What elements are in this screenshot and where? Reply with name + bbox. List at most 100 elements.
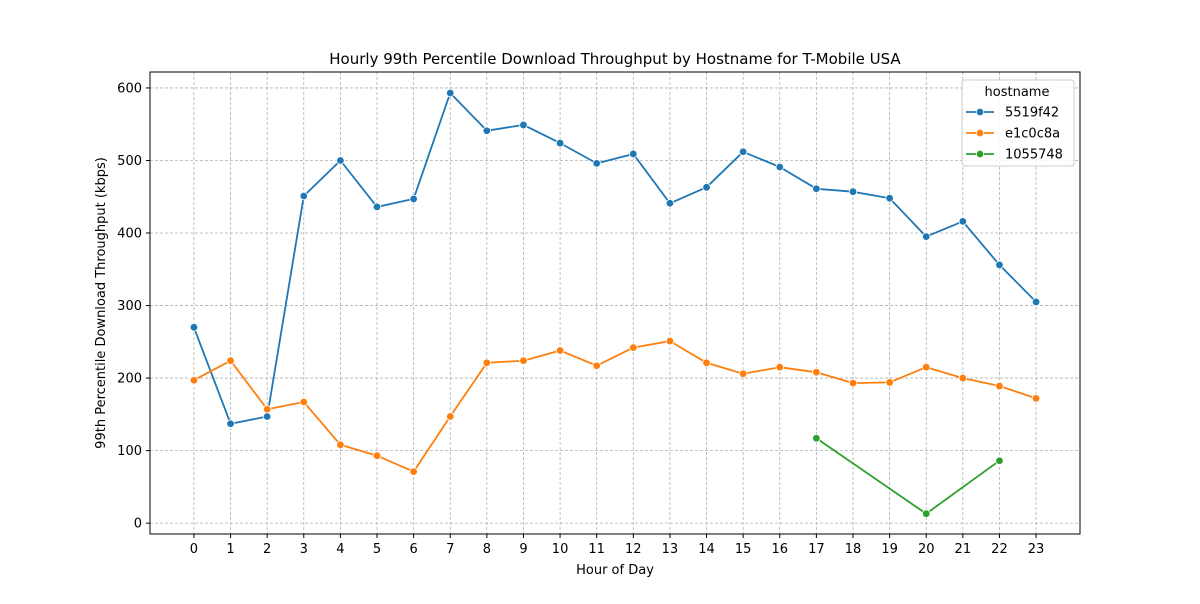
data-point	[372, 451, 382, 460]
x-tick-label: 5	[373, 542, 381, 557]
data-point	[812, 434, 821, 443]
data-point	[1031, 394, 1041, 403]
series-5519f42	[189, 88, 1041, 428]
data-point	[592, 361, 601, 370]
x-axis-ticks: 0 1 2 3 4 5 6 7 8 9 10 11 12 13 14 15 16 17 18 19 20 21 22 23	[190, 534, 1045, 557]
legend: hostname 5519f42 e1c0c8a 1055748	[961, 79, 1075, 167]
x-tick-label: 0	[190, 542, 198, 557]
series-layer	[189, 88, 1041, 518]
x-tick-label: 23	[1028, 542, 1045, 557]
plot-frame	[149, 71, 1081, 535]
y-tick-label: 200	[117, 372, 142, 387]
x-tick-label: 9	[519, 542, 527, 557]
data-point	[519, 120, 528, 130]
data-point	[995, 456, 1004, 465]
y-tick-label: 300	[117, 299, 142, 314]
data-point	[812, 184, 821, 193]
data-point	[775, 162, 784, 172]
y-tick-label: 600	[117, 81, 142, 96]
x-tick-label: 7	[446, 542, 454, 557]
data-point	[592, 159, 601, 168]
legend-entry: 5519f42	[966, 106, 1059, 121]
legend-swatch-marker	[975, 107, 985, 117]
data-point	[738, 147, 748, 156]
legend-swatch-marker	[975, 128, 985, 138]
x-tick-label: 6	[409, 542, 417, 557]
x-tick-label: 15	[735, 542, 752, 557]
x-tick-label: 1	[226, 542, 234, 557]
x-tick-label: 4	[336, 542, 344, 557]
data-point	[189, 376, 199, 385]
data-point	[482, 126, 492, 135]
x-tick-label: 14	[698, 542, 715, 557]
data-point	[555, 138, 565, 148]
x-tick-label: 8	[483, 542, 491, 557]
data-point	[665, 336, 675, 346]
x-tick-label: 12	[625, 542, 642, 557]
x-tick-label: 21	[955, 542, 972, 557]
data-point	[775, 362, 784, 372]
legend-title: hostname	[985, 85, 1050, 100]
data-point	[372, 202, 382, 212]
data-point	[665, 199, 675, 208]
y-axis-ticks: 0 100 200 300 400 500 600	[117, 81, 150, 532]
x-tick-label: 22	[991, 542, 1008, 557]
legend-swatch-marker	[975, 149, 985, 159]
data-point	[482, 358, 492, 368]
series-line	[193, 340, 1037, 473]
x-tick-label: 10	[552, 542, 569, 557]
plot-background	[150, 72, 1080, 534]
data-point	[336, 156, 345, 165]
data-point	[702, 183, 711, 192]
chart-title: Hourly 99th Percentile Download Throughp…	[329, 50, 901, 68]
x-tick-label: 11	[588, 542, 605, 557]
data-point	[1031, 297, 1041, 307]
data-point	[995, 260, 1004, 270]
data-point	[848, 187, 858, 196]
data-point	[262, 405, 272, 414]
data-point	[812, 368, 821, 377]
series-line	[193, 92, 1037, 425]
data-point	[922, 509, 931, 518]
data-point	[885, 378, 894, 387]
data-point	[262, 412, 272, 421]
data-point	[922, 362, 931, 372]
data-point	[336, 440, 345, 449]
x-axis-label: Hour of Day	[576, 563, 654, 578]
data-point	[555, 346, 565, 355]
data-point	[629, 343, 638, 352]
data-point	[738, 369, 748, 378]
data-point	[519, 356, 528, 365]
x-tick-label: 16	[771, 542, 788, 557]
x-tick-label: 2	[263, 542, 271, 557]
data-point	[958, 373, 968, 383]
legend-entry: e1c0c8a	[966, 127, 1060, 142]
data-point	[409, 194, 418, 204]
legend-entry: 1055748	[966, 148, 1063, 163]
data-point	[299, 191, 308, 201]
data-point	[885, 193, 894, 203]
x-tick-label: 20	[918, 542, 935, 557]
data-point	[226, 356, 235, 365]
data-point	[629, 149, 638, 159]
data-point	[409, 467, 418, 476]
x-tick-label: 3	[300, 542, 308, 557]
data-point	[702, 358, 711, 368]
series-1055748	[812, 434, 1004, 518]
x-tick-label: 17	[808, 542, 825, 557]
legend-label: 1055748	[1005, 148, 1063, 163]
legend-label: e1c0c8a	[1005, 127, 1060, 142]
legend-box	[961, 79, 1075, 167]
data-point	[995, 381, 1004, 391]
x-tick-label: 13	[662, 542, 679, 557]
y-tick-label: 0	[134, 517, 142, 532]
data-point	[922, 232, 931, 241]
data-point	[189, 323, 199, 332]
data-point	[848, 378, 858, 388]
y-tick-label: 100	[117, 444, 142, 459]
x-tick-label: 18	[845, 542, 862, 557]
y-tick-label: 500	[117, 154, 142, 169]
data-point	[226, 419, 235, 428]
